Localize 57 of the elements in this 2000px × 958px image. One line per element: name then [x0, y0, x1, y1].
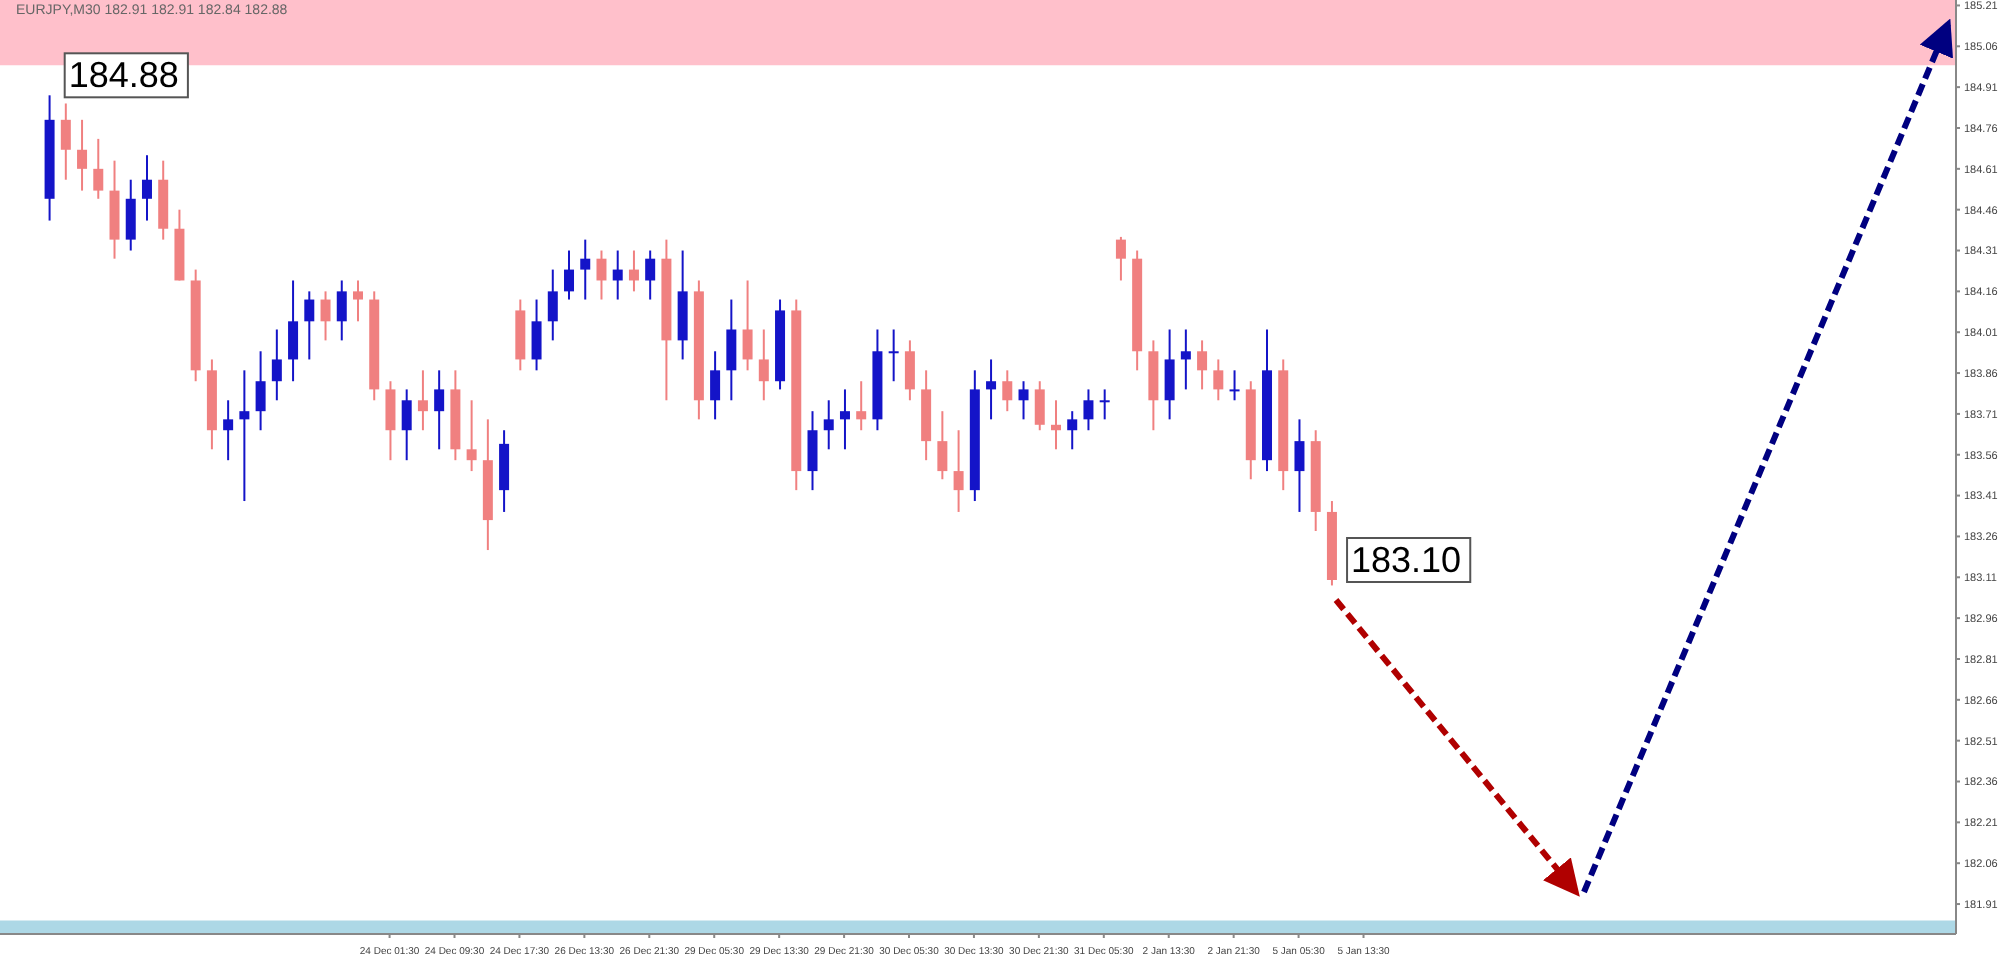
candlestick [466, 399, 477, 473]
candlestick [710, 350, 721, 421]
candlestick [1294, 418, 1305, 513]
candlestick [742, 279, 753, 372]
candlestick [1099, 388, 1110, 421]
candlestick [336, 279, 347, 342]
candlestick [77, 118, 88, 192]
candlestick [612, 249, 623, 301]
candlestick [531, 298, 542, 372]
candlestick [1018, 380, 1029, 421]
candlestick [904, 339, 915, 402]
candlestick [125, 178, 136, 252]
candlestick [856, 380, 867, 432]
candlestick [385, 380, 396, 462]
candlestick [953, 429, 964, 513]
candlestick [758, 328, 769, 402]
candlestick [141, 154, 152, 222]
candlestick [93, 137, 104, 200]
candlestick [1050, 399, 1061, 451]
candlestick [580, 238, 591, 301]
candlestick [304, 290, 315, 361]
candlestick [255, 350, 266, 432]
candlestick [1115, 235, 1126, 282]
candlestick [564, 249, 575, 301]
candlestick [1164, 328, 1175, 421]
candlestick [320, 290, 331, 342]
candlestick [239, 369, 250, 503]
candlestick [823, 399, 834, 451]
annotation: 183.10 [1351, 540, 1462, 581]
annotation: 184.88 [68, 55, 179, 96]
candlestick [1197, 339, 1208, 391]
candlestick [1229, 369, 1240, 402]
candlestick [401, 388, 412, 462]
candlestick [1034, 380, 1045, 432]
candlestick [271, 328, 282, 402]
candlestick [288, 279, 299, 383]
candlestick [807, 410, 818, 492]
candlestick [547, 268, 558, 342]
candlestick [888, 328, 899, 383]
candlestick [499, 429, 510, 513]
candlestick [353, 279, 363, 323]
candlestick [434, 369, 445, 451]
candlestick [223, 399, 234, 462]
candlestick [417, 369, 428, 432]
candlestick [1180, 328, 1191, 391]
candlestick [596, 249, 607, 301]
candlestick [1002, 369, 1013, 413]
candlestick [1213, 358, 1224, 402]
candlestick [986, 358, 997, 421]
candlestick [839, 388, 850, 451]
candlestick [60, 102, 71, 181]
candlestick [1067, 410, 1078, 451]
candlestick [628, 249, 639, 293]
candlestick [937, 410, 948, 481]
candlestick [1083, 388, 1094, 432]
candlestick [645, 249, 656, 301]
candlestick [726, 298, 737, 402]
